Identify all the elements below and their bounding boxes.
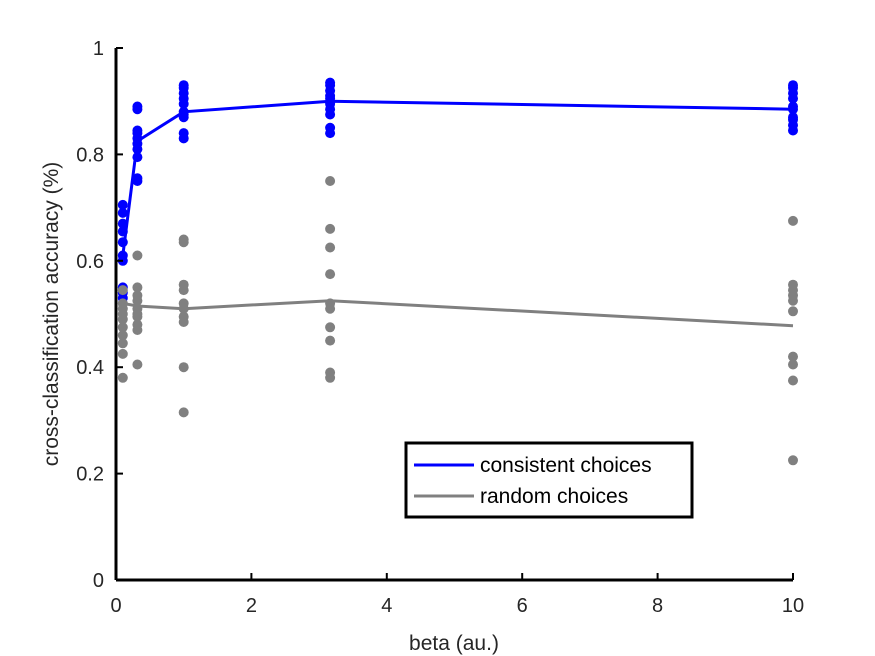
data-point-random (132, 319, 143, 330)
legend-label-consistent: consistent choices (480, 454, 652, 477)
data-point-consistent (117, 199, 128, 210)
data-point-random (788, 215, 798, 226)
data-point-consistent (325, 77, 336, 88)
data-point-consistent (788, 80, 798, 91)
data-point-random (788, 306, 798, 317)
x-axis-label: beta (au.) (409, 632, 499, 655)
data-point-random (178, 362, 189, 373)
data-point-random (132, 290, 143, 301)
data-point-random (132, 250, 143, 261)
data-point-consistent (132, 125, 143, 136)
data-point-consistent (178, 128, 189, 139)
ticks-layer: 0 2 4 6 8 10 0 0.2 0.4 0.6 0.8 1 (76, 38, 804, 617)
y-axis-label: cross-classification accuracy (%) (40, 162, 63, 467)
data-point-consistent (132, 173, 143, 184)
data-point-random (788, 279, 798, 290)
data-point-random (117, 330, 128, 341)
x-tick-label: 4 (381, 595, 392, 617)
legend-box (404, 441, 694, 519)
x-tick-label: 8 (652, 595, 663, 617)
series-random (117, 176, 798, 466)
y-tick-label: 0.6 (76, 251, 104, 273)
series-line-consistent (121, 99, 794, 256)
data-point-random (178, 279, 189, 290)
data-point-consistent (117, 207, 128, 218)
series-layer (117, 77, 798, 466)
data-point-random (178, 311, 189, 322)
data-point-random (325, 223, 336, 234)
data-point-random (788, 455, 798, 466)
series-line-random (122, 299, 794, 328)
data-point-consistent (325, 122, 336, 133)
data-point-random (788, 375, 798, 386)
legend-label-random: random choices (480, 485, 628, 508)
data-point-consistent (788, 112, 798, 123)
y-tick-label: 0.4 (76, 357, 104, 379)
data-point-random (325, 242, 336, 253)
data-point-random (325, 269, 336, 280)
y-tick-label: 0.2 (76, 464, 104, 486)
data-point-random (325, 335, 336, 346)
data-point-random (178, 234, 189, 245)
data-point-random (325, 322, 336, 333)
data-point-random (117, 285, 128, 296)
y-tick-label: 0 (93, 570, 104, 592)
data-point-random (132, 282, 143, 293)
data-point-random (325, 367, 336, 378)
x-tick-label: 2 (246, 595, 257, 617)
data-point-random (325, 176, 336, 186)
data-point-random (132, 359, 143, 370)
data-point-consistent (132, 101, 143, 112)
x-tick-label: 0 (110, 595, 121, 617)
data-point-random (117, 322, 128, 333)
y-tick-label: 0.8 (76, 144, 104, 166)
data-point-random (132, 311, 143, 322)
series-consistent (117, 77, 798, 303)
x-tick-label: 6 (517, 595, 528, 617)
data-point-random (788, 351, 798, 362)
data-point-random (788, 359, 798, 370)
data-point-consistent (178, 80, 189, 91)
data-point-random (117, 348, 128, 359)
x-tick-label: 10 (782, 595, 804, 617)
data-point-random (178, 407, 189, 418)
y-tick-label: 1 (93, 38, 104, 60)
data-point-random (117, 338, 128, 349)
axes-layer (114, 48, 793, 582)
data-point-random (117, 372, 128, 383)
legend: consistent choices random choices (404, 441, 694, 519)
